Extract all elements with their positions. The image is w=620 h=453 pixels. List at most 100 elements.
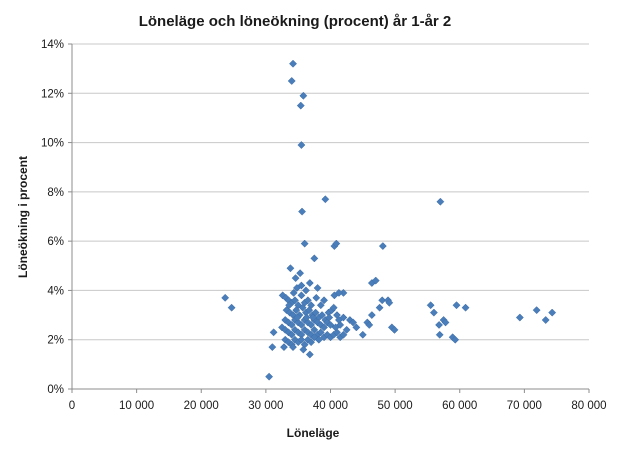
data-point: [280, 343, 288, 352]
data-point: [289, 59, 297, 68]
data-point: [541, 316, 550, 324]
data-point: [333, 328, 341, 337]
x-tick-label: 60 000: [442, 400, 477, 412]
x-tick-label: 80 000: [571, 400, 606, 412]
y-tick-label: 10%: [41, 138, 64, 150]
data-point: [435, 320, 444, 329]
y-tick-label: 8%: [47, 187, 64, 199]
y-tick-label: 12%: [41, 88, 64, 100]
data-point: [300, 325, 309, 334]
x-axis-label: Löneläge: [287, 426, 340, 440]
x-tick-label: 40 000: [313, 400, 348, 412]
data-point: [287, 77, 296, 85]
x-tick-label: 70 000: [507, 400, 542, 412]
chart-title: Löneläge och löneökning (procent) år 1-å…: [139, 13, 452, 30]
data-point: [296, 101, 305, 110]
data-point: [299, 345, 308, 354]
data-point: [441, 318, 450, 327]
x-tick-label: 20 000: [184, 400, 219, 412]
data-point: [305, 279, 314, 287]
data-point: [291, 325, 299, 334]
data-point: [451, 335, 460, 344]
data-point: [292, 284, 301, 292]
data-points: [221, 59, 557, 381]
data-point: [532, 306, 541, 315]
data-point: [297, 141, 306, 149]
data-point: [342, 325, 351, 334]
data-point: [310, 254, 319, 263]
data-point: [278, 291, 287, 300]
data-point: [334, 316, 343, 324]
data-point: [269, 328, 278, 337]
data-point: [371, 276, 380, 285]
data-point: [378, 296, 387, 305]
data-point: [548, 308, 557, 317]
data-point: [291, 296, 299, 305]
data-point: [312, 293, 321, 302]
data-point: [320, 296, 328, 305]
data-point: [307, 320, 316, 329]
data-point: [281, 325, 290, 334]
data-point: [299, 91, 308, 100]
data-point: [332, 239, 341, 248]
data-point: [461, 303, 470, 312]
data-point: [297, 320, 306, 329]
data-point: [385, 298, 394, 307]
data-point: [307, 338, 316, 347]
data-point: [320, 323, 328, 332]
data-point: [316, 301, 325, 310]
data-point: [352, 323, 361, 332]
x-tick-label: 50 000: [378, 400, 413, 412]
data-point: [301, 286, 310, 295]
data-point: [296, 269, 305, 278]
data-point: [286, 264, 295, 273]
data-point: [318, 311, 327, 320]
data-point: [325, 313, 334, 322]
data-point: [265, 372, 274, 381]
data-point: [227, 303, 236, 312]
data-point: [429, 308, 438, 317]
data-point: [302, 313, 311, 322]
data-point: [336, 320, 345, 329]
y-tick-label: 2%: [47, 335, 64, 347]
data-point: [358, 330, 367, 339]
data-point: [284, 338, 293, 347]
data-point: [297, 291, 306, 300]
data-point: [426, 301, 435, 310]
data-point: [293, 313, 302, 322]
y-tick-label: 14%: [41, 39, 64, 51]
data-point: [303, 296, 312, 305]
data-point: [287, 320, 296, 329]
data-point: [390, 325, 399, 334]
data-point: [378, 242, 387, 251]
data-point: [287, 330, 296, 339]
data-point: [326, 320, 335, 329]
y-tick-label: 0%: [47, 384, 64, 396]
data-point: [297, 335, 306, 344]
data-point: [339, 330, 348, 339]
data-point: [221, 293, 230, 302]
data-point: [334, 288, 343, 297]
axes: [68, 43, 590, 393]
data-point: [292, 306, 301, 315]
data-point: [314, 335, 323, 344]
data-point: [305, 350, 314, 359]
data-point: [452, 301, 461, 310]
data-point: [298, 303, 307, 312]
y-axis-label: Löneökning i procent: [16, 156, 30, 278]
grid-lines: [72, 43, 589, 341]
tick-labels: 0% 2% 4% 6% 8% 10% 12% 14% 0 10 000 20 000 30 000 40…: [41, 39, 607, 412]
data-point: [284, 328, 293, 337]
y-tick-label: 4%: [47, 285, 64, 297]
data-point: [321, 195, 330, 204]
data-point: [375, 303, 384, 312]
data-point: [298, 207, 307, 216]
data-point: [349, 318, 358, 327]
data-point: [291, 274, 300, 283]
data-point: [305, 306, 314, 315]
data-point: [329, 303, 338, 312]
data-point: [300, 239, 309, 248]
data-point: [289, 288, 298, 297]
